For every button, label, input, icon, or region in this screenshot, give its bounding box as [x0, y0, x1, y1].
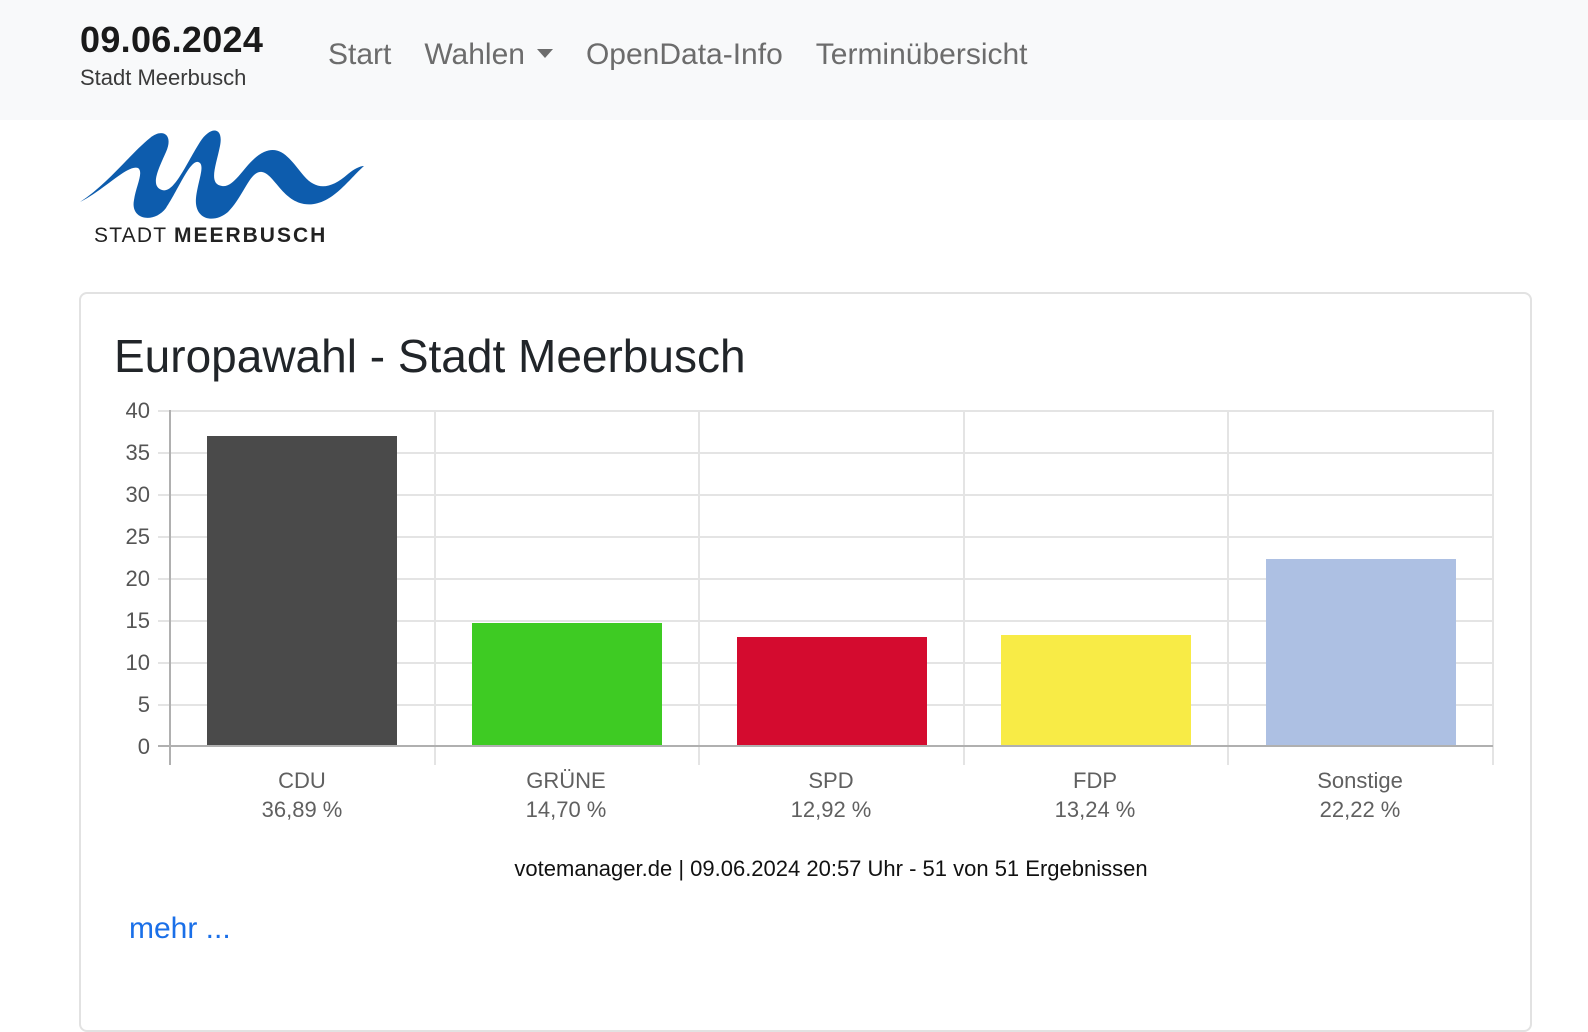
brand-city: Stadt Meerbusch [80, 65, 247, 90]
logo-text: STADT MEERBUSCH [94, 224, 327, 248]
logo-text-thin: STADT [94, 224, 167, 247]
nav-item-start[interactable]: Start [328, 36, 391, 74]
nav-item-opendata-info[interactable]: OpenData-Info [586, 36, 783, 74]
wave-logo-icon [80, 130, 364, 219]
bar-cdu[interactable] [207, 436, 398, 746]
nav-item-label: Terminübersicht [815, 38, 1028, 71]
card-title: Europawahl - Stadt Meerbusch [114, 330, 746, 382]
brand-date: 09.06.2024 [80, 19, 264, 60]
logo-text-bold: MEERBUSCH [173, 224, 328, 247]
more-link[interactable]: mehr ... [129, 912, 231, 945]
main-nav: Start Wahlen OpenData-Info Terminübersic… [328, 36, 1061, 74]
nav-item-label: Start [328, 38, 392, 71]
source-note: votemanager.de | 09.06.2024 20:57 Uhr - … [514, 856, 1148, 881]
bar-gruene[interactable] [471, 622, 662, 746]
brand[interactable]: 09.06.2024 Stadt Meerbusch [80, 18, 263, 92]
bar-fdp[interactable] [1001, 634, 1192, 746]
bar-spd[interactable] [736, 637, 927, 746]
nav-item-terminuebersicht[interactable]: Terminübersicht [816, 36, 1028, 74]
bar-sonstige[interactable] [1265, 559, 1456, 746]
caret-down-icon [536, 48, 553, 58]
nav-item-label: Wahlen [424, 38, 525, 71]
nav-item-wahlen[interactable]: Wahlen [424, 36, 553, 74]
nav-item-label: OpenData-Info [585, 38, 783, 71]
top-navbar: 09.06.2024 Stadt Meerbusch Start Wahlen … [0, 0, 1588, 120]
city-logo: STADT MEERBUSCH [78, 124, 368, 254]
